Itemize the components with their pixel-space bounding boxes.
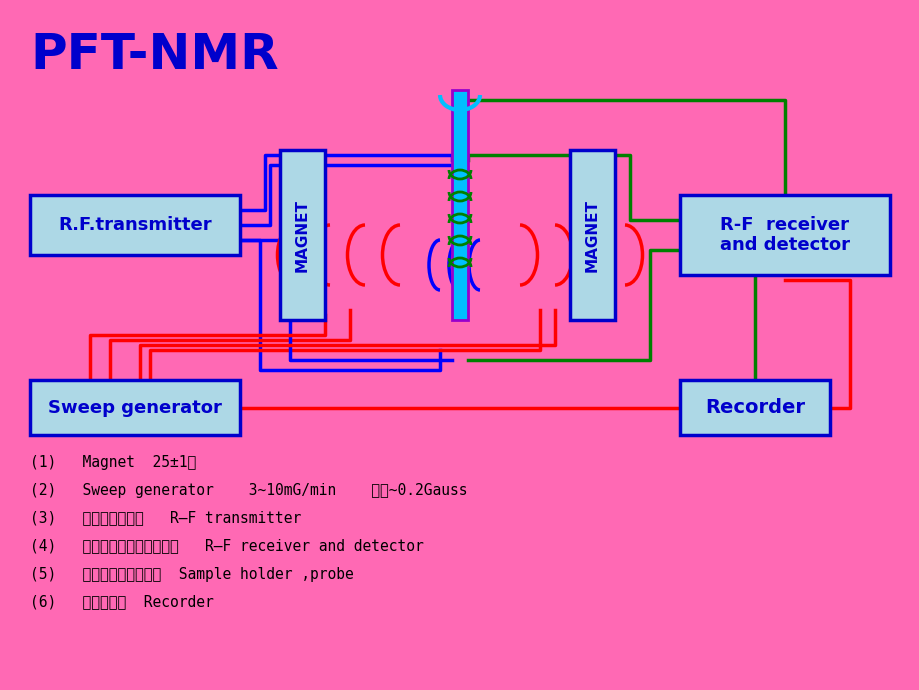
Text: R.F.transmitter: R.F.transmitter	[58, 216, 211, 234]
FancyBboxPatch shape	[30, 195, 240, 255]
FancyBboxPatch shape	[451, 90, 468, 320]
Text: Sweep generator: Sweep generator	[48, 399, 221, 417]
FancyBboxPatch shape	[30, 380, 240, 435]
Text: MAGNET: MAGNET	[295, 199, 310, 271]
Text: R-F  receiver
and detector: R-F receiver and detector	[720, 215, 849, 255]
FancyBboxPatch shape	[679, 380, 829, 435]
Text: Recorder: Recorder	[704, 398, 804, 417]
FancyBboxPatch shape	[570, 150, 614, 320]
Text: MAGNET: MAGNET	[584, 199, 599, 271]
Text: (1)   Magnet  25±1℃: (1) Magnet 25±1℃	[30, 455, 196, 469]
Text: (2)   Sweep generator    3~10mG/min    全程~0.2Gauss: (2) Sweep generator 3~10mG/min 全程~0.2Gau…	[30, 482, 467, 497]
Text: (6)   （记录仪）  Recorder: (6) （记录仪） Recorder	[30, 595, 213, 609]
FancyBboxPatch shape	[279, 150, 324, 320]
FancyBboxPatch shape	[679, 195, 889, 275]
Text: (5)   （样品支架，探头）  Sample holder ,probe: (5) （样品支架，探头） Sample holder ,probe	[30, 566, 354, 582]
Text: (3)   （射频发生器）   R–F transmitter: (3) （射频发生器） R–F transmitter	[30, 511, 301, 526]
Text: PFT-NMR: PFT-NMR	[30, 31, 278, 79]
Text: (4)   （射频接收器和检测器）   R–F receiver and detector: (4) （射频接收器和检测器） R–F receiver and detecto…	[30, 538, 424, 553]
